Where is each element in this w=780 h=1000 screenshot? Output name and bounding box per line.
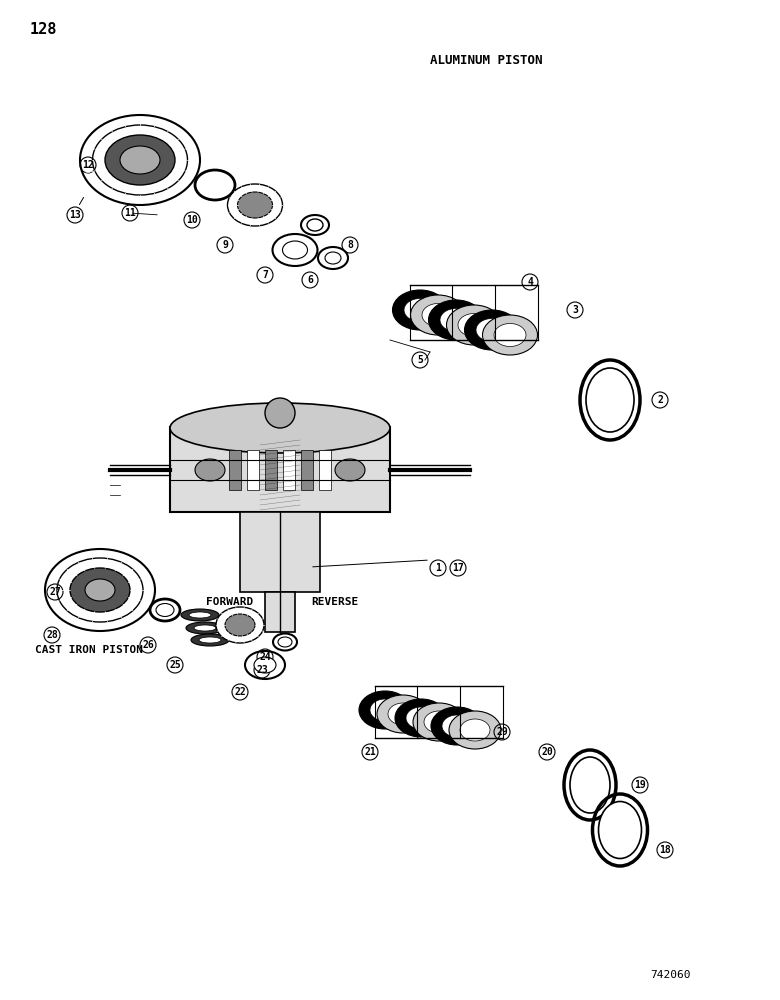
Ellipse shape	[404, 298, 436, 322]
Ellipse shape	[282, 241, 307, 259]
Ellipse shape	[199, 637, 221, 643]
FancyBboxPatch shape	[265, 450, 277, 490]
FancyBboxPatch shape	[229, 450, 241, 490]
FancyBboxPatch shape	[240, 512, 320, 592]
Ellipse shape	[105, 135, 175, 185]
Ellipse shape	[460, 719, 490, 741]
Text: 20: 20	[541, 747, 553, 757]
Ellipse shape	[265, 398, 295, 428]
Ellipse shape	[458, 314, 490, 336]
Ellipse shape	[424, 711, 454, 733]
Ellipse shape	[410, 295, 466, 335]
Ellipse shape	[254, 657, 276, 673]
Ellipse shape	[189, 612, 211, 618]
Ellipse shape	[377, 695, 429, 733]
Ellipse shape	[194, 625, 216, 631]
Ellipse shape	[186, 622, 224, 634]
Ellipse shape	[465, 310, 519, 350]
Ellipse shape	[225, 614, 255, 636]
Text: 2: 2	[657, 395, 663, 405]
Ellipse shape	[307, 219, 323, 231]
Ellipse shape	[181, 609, 219, 621]
Text: 22: 22	[234, 687, 246, 697]
Ellipse shape	[483, 315, 537, 355]
Text: 3: 3	[572, 305, 578, 315]
Ellipse shape	[446, 305, 502, 345]
Ellipse shape	[388, 703, 418, 725]
FancyBboxPatch shape	[170, 427, 390, 512]
Ellipse shape	[278, 637, 292, 647]
Text: 26: 26	[142, 640, 154, 650]
Text: 23: 23	[256, 665, 268, 675]
Ellipse shape	[216, 607, 264, 643]
Text: 1: 1	[435, 563, 441, 573]
Text: 17: 17	[452, 563, 464, 573]
Text: 18: 18	[659, 845, 671, 855]
Ellipse shape	[395, 699, 447, 737]
Text: 742060: 742060	[650, 970, 690, 980]
Text: FORWARD: FORWARD	[207, 597, 254, 607]
Text: 5: 5	[417, 355, 423, 365]
Text: 6: 6	[307, 275, 313, 285]
Ellipse shape	[392, 290, 448, 330]
Ellipse shape	[428, 300, 484, 340]
Ellipse shape	[586, 368, 634, 432]
Ellipse shape	[335, 459, 365, 481]
Text: REVERSE: REVERSE	[311, 597, 359, 607]
Ellipse shape	[440, 308, 472, 332]
FancyBboxPatch shape	[283, 450, 295, 490]
Text: 8: 8	[347, 240, 353, 250]
FancyBboxPatch shape	[301, 450, 313, 490]
Ellipse shape	[359, 691, 411, 729]
Text: 27: 27	[49, 587, 61, 597]
Text: 19: 19	[634, 780, 646, 790]
Ellipse shape	[449, 711, 501, 749]
Text: 4: 4	[527, 277, 533, 287]
Ellipse shape	[442, 715, 472, 737]
Ellipse shape	[406, 707, 436, 729]
Ellipse shape	[413, 703, 465, 741]
Text: 13: 13	[69, 210, 81, 220]
Ellipse shape	[476, 318, 508, 342]
Text: 21: 21	[364, 747, 376, 757]
Text: 28: 28	[46, 630, 58, 640]
Ellipse shape	[237, 192, 272, 218]
FancyBboxPatch shape	[247, 450, 259, 490]
Text: 7: 7	[262, 270, 268, 280]
FancyBboxPatch shape	[319, 450, 331, 490]
Ellipse shape	[191, 634, 229, 646]
Ellipse shape	[325, 252, 341, 264]
FancyBboxPatch shape	[265, 592, 295, 632]
Text: 11: 11	[124, 208, 136, 218]
Text: 12: 12	[82, 160, 94, 170]
Ellipse shape	[170, 403, 390, 453]
Ellipse shape	[85, 579, 115, 601]
Text: 9: 9	[222, 240, 228, 250]
Text: 10: 10	[186, 215, 198, 225]
Ellipse shape	[494, 324, 526, 347]
Ellipse shape	[598, 802, 641, 858]
Ellipse shape	[228, 184, 282, 226]
Ellipse shape	[120, 146, 160, 174]
Ellipse shape	[156, 603, 174, 616]
Ellipse shape	[370, 699, 400, 721]
Text: 29: 29	[496, 727, 508, 737]
Ellipse shape	[195, 459, 225, 481]
Ellipse shape	[422, 304, 454, 326]
Text: 24: 24	[259, 652, 271, 662]
Text: CAST IRON PISTON: CAST IRON PISTON	[35, 645, 143, 655]
Text: 128: 128	[30, 22, 58, 37]
Ellipse shape	[70, 568, 130, 612]
Ellipse shape	[570, 757, 610, 813]
Text: 25: 25	[169, 660, 181, 670]
Ellipse shape	[431, 707, 483, 745]
Text: ALUMINUM PISTON: ALUMINUM PISTON	[430, 53, 543, 66]
